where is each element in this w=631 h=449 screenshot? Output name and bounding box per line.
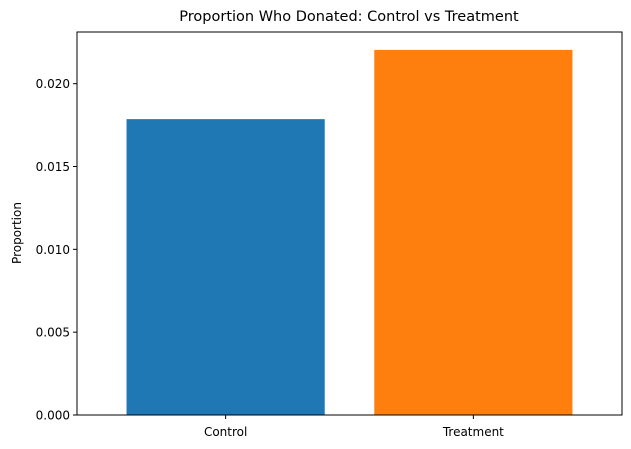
y-tick-label: 0.010 xyxy=(36,243,70,257)
y-tick-label: 0.015 xyxy=(36,160,70,174)
plot-frame xyxy=(76,31,623,416)
bars-group xyxy=(126,49,573,416)
y-ticks-group: 0.000 0.005 0.010 0.015 0.020 xyxy=(36,77,77,423)
bar-control xyxy=(126,119,325,416)
chart-title: Proportion Who Donated: Control vs Treat… xyxy=(179,9,519,25)
y-tick-label: 0.000 xyxy=(36,409,70,423)
y-tick-label: 0.020 xyxy=(36,77,70,91)
bar-treatment xyxy=(374,49,573,416)
x-tick-label: Treatment xyxy=(442,425,504,439)
y-axis-label: Proportion xyxy=(10,202,24,264)
y-tick-label: 0.005 xyxy=(36,326,70,340)
x-ticks-group: Control Treatment xyxy=(204,415,504,439)
x-tick-label: Control xyxy=(204,425,247,439)
